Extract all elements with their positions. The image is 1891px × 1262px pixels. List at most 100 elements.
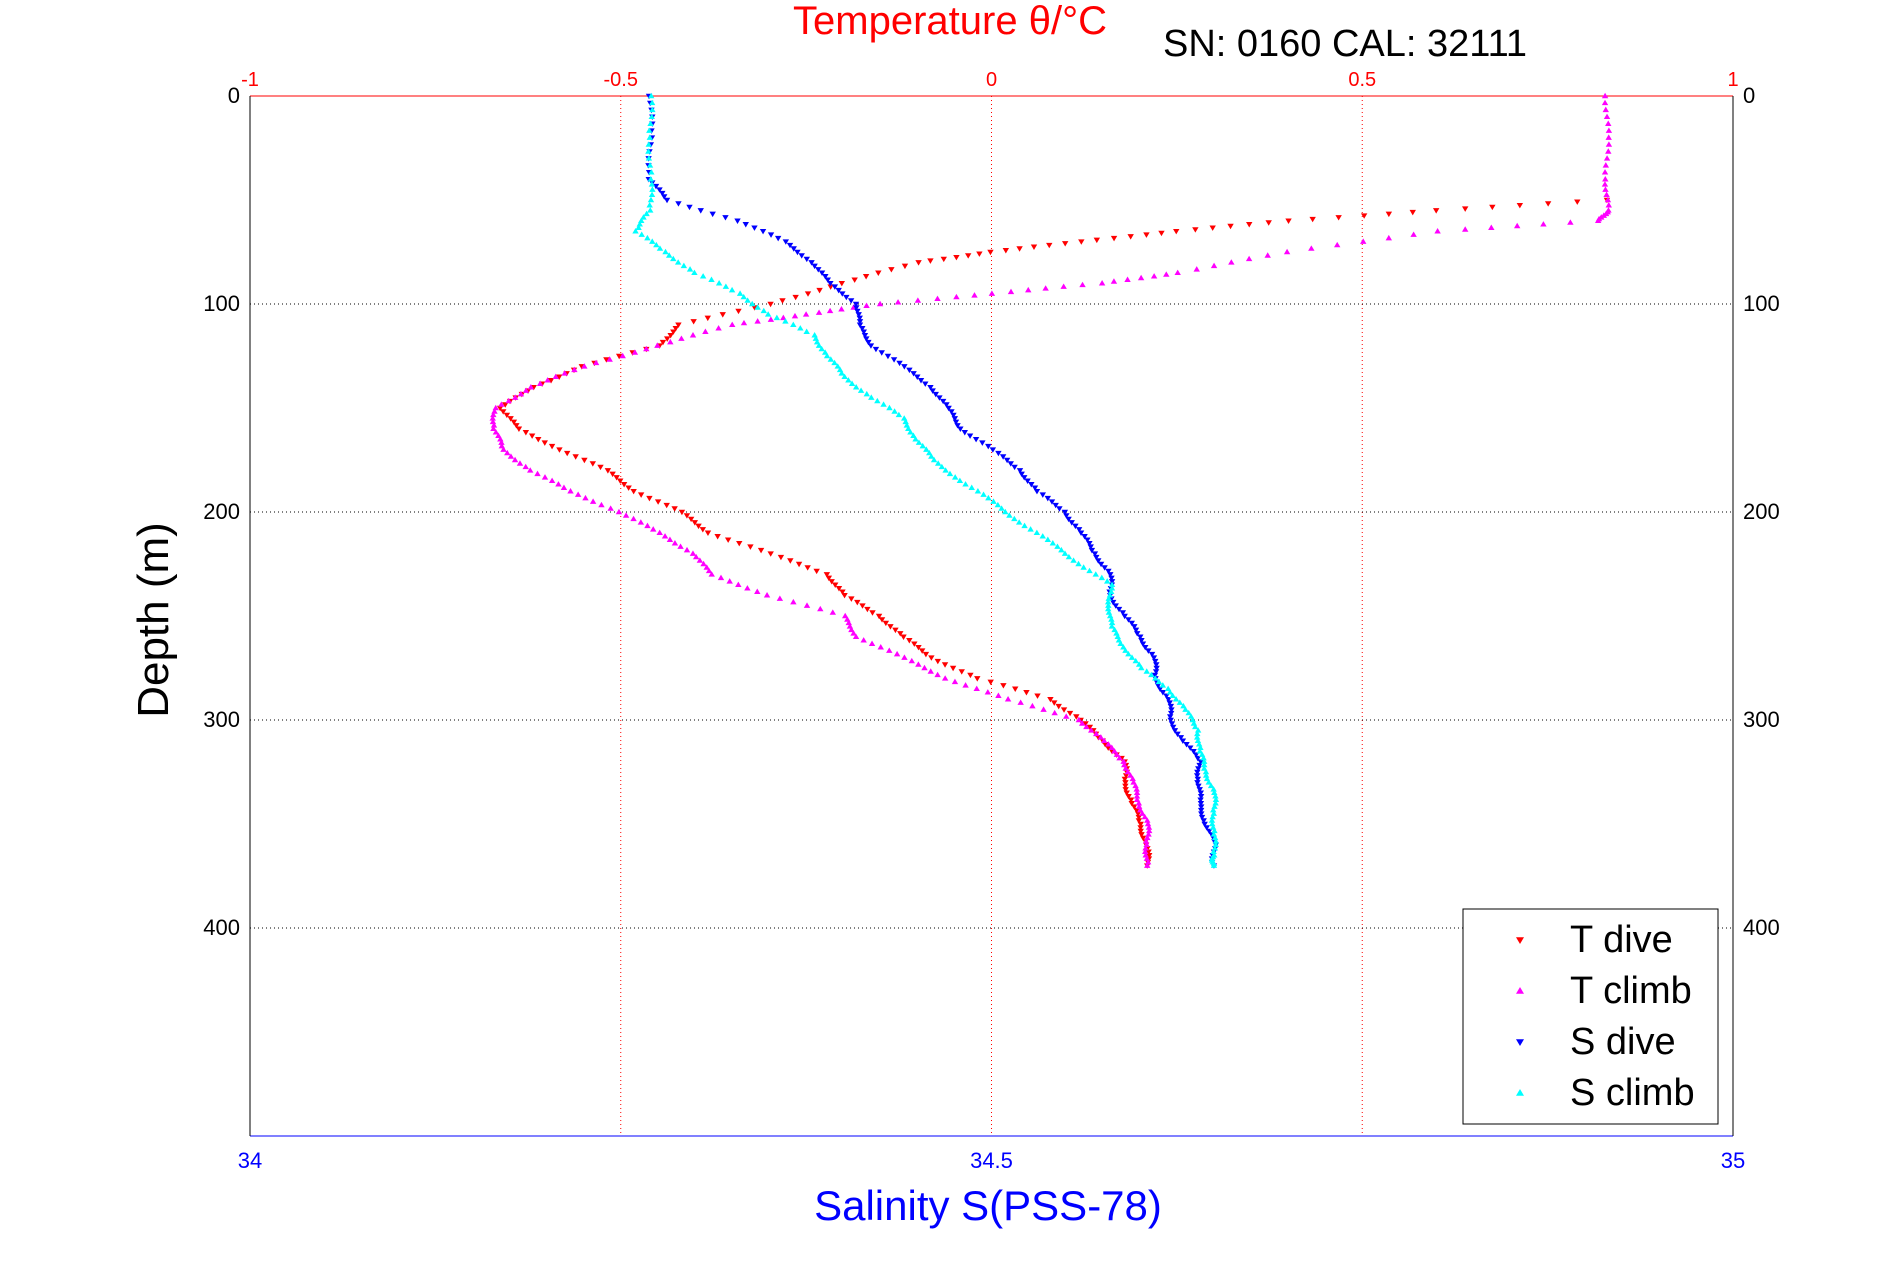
data-point [818, 270, 826, 276]
data-point [915, 661, 922, 667]
data-point [1154, 683, 1162, 689]
data-point [864, 606, 871, 613]
data-point [744, 297, 751, 303]
data-point [1197, 800, 1205, 807]
data-point [654, 342, 661, 348]
data-point [1206, 828, 1213, 835]
data-point [1211, 834, 1219, 841]
data-point [581, 457, 588, 464]
data-point [954, 423, 961, 429]
data-point [1245, 255, 1253, 262]
data-point [1194, 769, 1201, 776]
data-point [863, 336, 870, 342]
data-point [980, 491, 987, 497]
data-point [724, 537, 732, 543]
data-point [646, 202, 653, 208]
data-point [1139, 641, 1147, 647]
data-point [865, 339, 872, 346]
data-point [1018, 471, 1025, 478]
data-point [1131, 804, 1138, 810]
data-point [1021, 475, 1028, 481]
data-point [1603, 191, 1610, 198]
data-point [854, 599, 861, 606]
data-point [918, 648, 926, 654]
data-point [645, 141, 652, 147]
data-point [851, 277, 858, 283]
data-point [1264, 252, 1271, 258]
data-point [1016, 246, 1023, 252]
data-point [648, 181, 656, 187]
data-point [1060, 283, 1067, 289]
legend-label: T dive [1570, 919, 1673, 961]
data-point [1107, 572, 1114, 578]
data-point [759, 228, 767, 235]
data-point [659, 339, 667, 346]
data-point [848, 380, 856, 386]
data-point [700, 560, 707, 567]
data-point [934, 460, 942, 466]
data-point [813, 568, 820, 575]
data-point [1046, 242, 1053, 249]
data-point [985, 494, 992, 501]
data-point [607, 505, 614, 511]
data-point [1097, 561, 1105, 568]
data-point [941, 662, 949, 668]
data-point [699, 273, 707, 279]
data-point [507, 416, 514, 422]
data-point [1039, 533, 1046, 539]
data-point [527, 467, 534, 473]
data-point [1134, 811, 1142, 817]
left-tick-label: 0 [228, 83, 240, 108]
data-point [1121, 776, 1129, 783]
data-point [839, 589, 846, 595]
data-point [911, 641, 918, 647]
data-point [787, 558, 794, 564]
data-point [1137, 806, 1144, 813]
data-point [1179, 738, 1187, 744]
data-point [1006, 512, 1013, 518]
data-point [504, 449, 511, 456]
data-point [630, 488, 637, 495]
data-point [754, 318, 761, 324]
data-point [609, 471, 616, 478]
data-point [818, 345, 825, 352]
data-point [666, 536, 674, 542]
data-point [994, 501, 1002, 508]
data-point [827, 284, 834, 290]
data-point [581, 363, 588, 369]
data-point [649, 238, 656, 244]
data-point [667, 332, 674, 339]
data-point [1152, 669, 1160, 675]
data-point [995, 450, 1002, 457]
data-point [1601, 99, 1609, 106]
data-point [663, 502, 670, 509]
data-point [490, 422, 498, 428]
data-point [932, 391, 939, 398]
data-point [804, 565, 811, 571]
data-point [826, 307, 834, 314]
data-point [703, 564, 710, 570]
data-point [891, 408, 898, 414]
data-point [689, 550, 697, 556]
data-point [936, 395, 943, 401]
data-point [498, 401, 505, 407]
data-point [1283, 248, 1291, 255]
data-point [795, 561, 803, 568]
data-point [815, 309, 823, 315]
data-point [1265, 220, 1272, 226]
data-point [803, 256, 810, 263]
data-point [852, 301, 860, 308]
data-point [548, 443, 556, 450]
right-tick-label: 200 [1743, 499, 1780, 524]
data-point [1065, 516, 1072, 523]
data-point [859, 326, 866, 332]
data-point [811, 263, 818, 270]
data-point [490, 411, 497, 418]
data-point [962, 481, 969, 487]
data-point [715, 325, 722, 331]
data-point [949, 665, 957, 672]
data-point [823, 572, 831, 578]
data-point [714, 534, 721, 540]
data-point [1139, 810, 1146, 816]
